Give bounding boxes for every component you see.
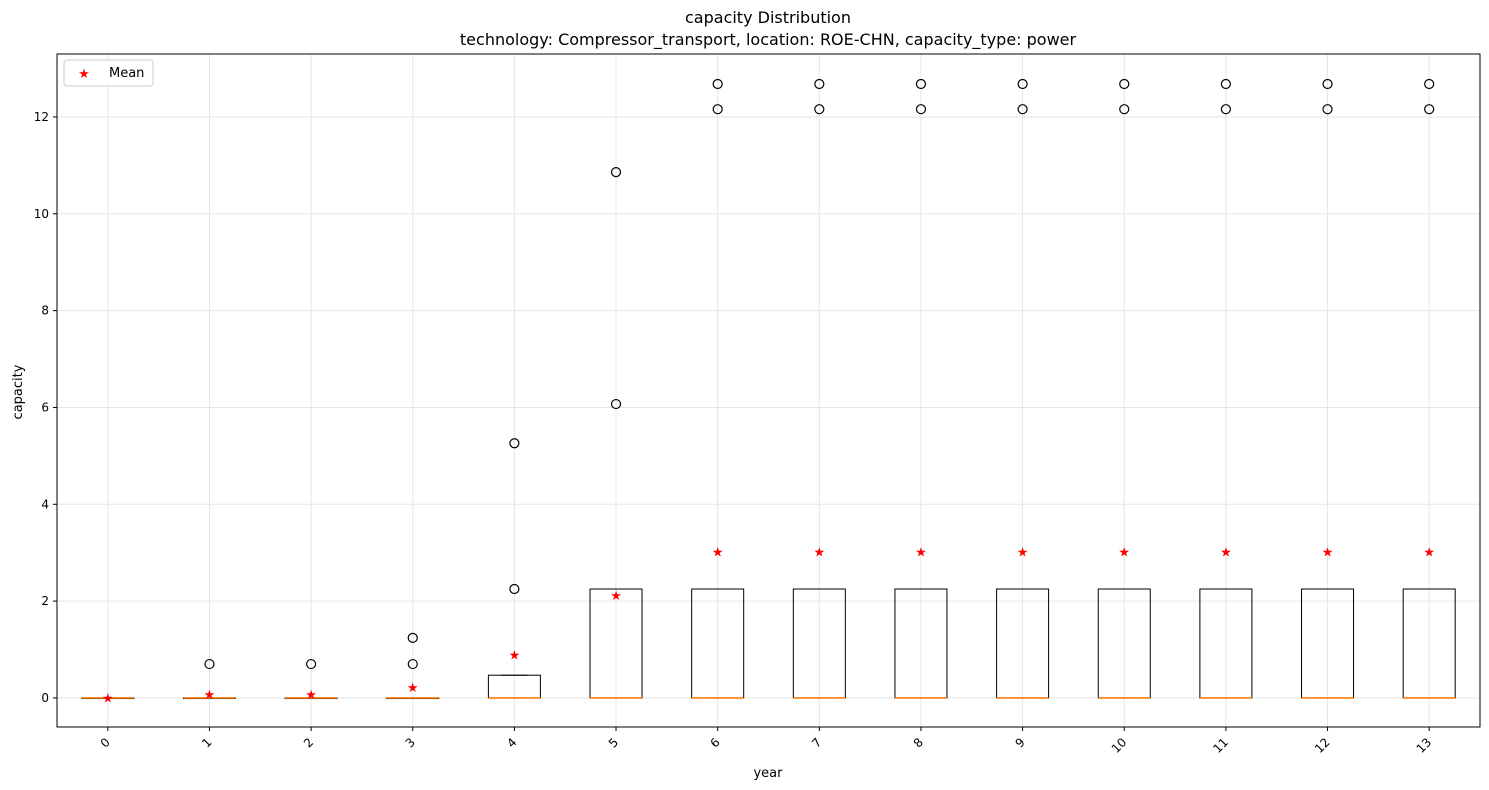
y-tick-label: 6	[41, 400, 49, 414]
outlier-point	[407, 632, 418, 644]
outlier-point	[610, 398, 622, 410]
outlier-point	[1220, 104, 1231, 115]
outlier-point	[1322, 104, 1333, 115]
outlier-point	[1322, 78, 1333, 90]
legend: ★ Mean	[63, 59, 154, 87]
x-axis-label: year	[753, 766, 783, 781]
box-group-year-7: ★	[792, 78, 846, 699]
outlier-point	[509, 438, 520, 449]
y-tick-label: 4	[41, 497, 49, 511]
outlier-point	[915, 104, 927, 115]
outlier-point	[814, 104, 825, 115]
outlier-point	[1017, 104, 1028, 115]
mean-star-icon: ★	[1423, 546, 1435, 561]
mean-star-icon: ★	[1220, 546, 1232, 561]
grid-lines	[57, 54, 1480, 727]
box-group-year-6: ★	[691, 78, 745, 699]
box-group-year-1: ★	[182, 658, 236, 703]
mean-star-icon: ★	[712, 546, 724, 561]
outlier-point	[814, 78, 825, 90]
box-group-year-2: ★	[284, 658, 338, 703]
mean-star-icon: ★	[1017, 546, 1029, 561]
mean-star-icon: ★	[204, 688, 216, 703]
chart-title: capacity Distribution	[685, 8, 851, 27]
outlier-point	[306, 658, 317, 670]
mean-star-icon: ★	[1118, 546, 1130, 561]
mean-star-icon: ★	[305, 688, 317, 703]
y-tick-label: 10	[34, 207, 49, 221]
outlier-point	[712, 78, 723, 90]
box-group-year-11: ★	[1199, 78, 1253, 699]
mean-star-icon: ★	[1322, 546, 1334, 561]
box-group-year-10: ★	[1097, 78, 1151, 699]
mean-star-icon: ★	[915, 546, 927, 561]
y-tick-label: 8	[41, 304, 49, 318]
chart-subtitle: technology: Compressor_transport, locati…	[460, 30, 1077, 50]
y-tick-label: 2	[41, 594, 49, 608]
plot-frame	[56, 53, 1481, 728]
box-group-year-3: ★	[386, 632, 440, 700]
y-axis-label: capacity	[11, 364, 26, 419]
outlier-point	[610, 167, 622, 178]
box-group-year-9: ★	[996, 78, 1050, 699]
outlier-point	[509, 583, 520, 595]
mean-star-icon: ★	[509, 648, 521, 663]
box-group-year-13: ★	[1402, 78, 1456, 699]
mean-star-icon: ★	[407, 681, 419, 696]
outlier-point	[1424, 104, 1435, 115]
outlier-point	[712, 104, 723, 115]
y-tick-label: 12	[34, 110, 49, 124]
box-group-year-4: ★	[487, 438, 541, 699]
legend-mean-star-icon: ★	[78, 67, 90, 82]
legend-frame	[63, 59, 154, 87]
box-group-year-5: ★	[589, 167, 643, 699]
outlier-point	[915, 78, 927, 90]
y-tick-label: 0	[41, 691, 49, 705]
outlier-point	[1119, 104, 1130, 115]
box-group-year-0: ★	[81, 691, 135, 706]
outlier-point	[1220, 78, 1231, 90]
outlier-point	[1424, 78, 1435, 90]
outlier-point	[1017, 78, 1028, 90]
box-series: ★ ★ ★ ★ ★ ★ ★ ★ ★ ★ ★ ★ ★ ★	[81, 78, 1456, 706]
mean-star-icon: ★	[813, 546, 825, 561]
box-group-year-12: ★	[1301, 78, 1355, 699]
mean-star-icon: ★	[102, 691, 114, 706]
box-group-year-8: ★	[894, 78, 948, 699]
outlier-point	[407, 658, 418, 670]
mean-star-icon: ★	[610, 589, 622, 604]
outlier-point	[204, 658, 215, 670]
outlier-point	[1119, 78, 1130, 90]
legend-label-mean: Mean	[109, 66, 144, 81]
